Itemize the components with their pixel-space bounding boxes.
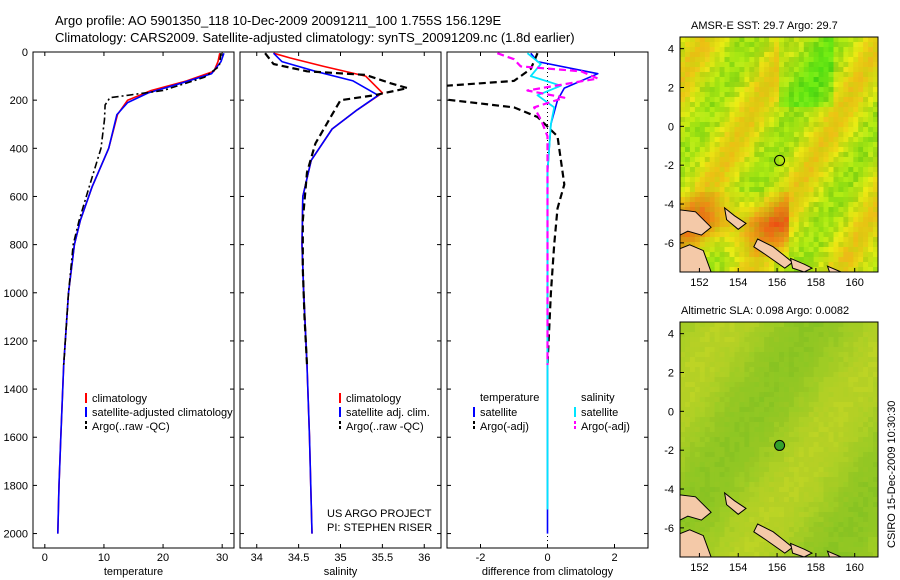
map-x-tick-label: 160 (846, 562, 864, 574)
header-title-line2: Climatology: CARS2009. Satellite-adjuste… (55, 30, 575, 45)
map-y-tick-label: -2 (664, 160, 674, 172)
legend-temperature-title: temperature (480, 392, 539, 404)
land-mass (680, 494, 712, 521)
sst-map-panel: 152 154 156 158 160 4 2 0 -2 -4 -6 (664, 36, 879, 289)
x-axis-label: salinity (324, 566, 358, 578)
y-tick-label: 1200 (4, 336, 28, 348)
x-tick-label: -2 (476, 552, 486, 564)
plot-frame (239, 51, 442, 549)
series-line-satellite-adjusted-climatology (57, 52, 225, 534)
legend-climatology-label: climatology (346, 393, 402, 405)
map-x-tick-label: 156 (768, 277, 786, 289)
legend-satellite-label: satellite-adjusted climatology (92, 407, 233, 419)
timestamp-label: CSIRO 15-Dec-2009 10:30:30 (886, 400, 898, 548)
pi-label: PI: STEPHEN RISER (327, 522, 432, 534)
map-frame (679, 321, 879, 558)
x-tick-label: 36 (418, 552, 430, 564)
x-tick-label: 20 (157, 552, 169, 564)
x-tick-label: 35.5 (372, 552, 393, 564)
map-y-tick-label: 2 (668, 367, 674, 379)
x-tick-label: 0 (544, 552, 550, 564)
map-x-tick-label: 154 (729, 562, 747, 574)
y-tick-label: 200 (10, 95, 28, 107)
difference-panel: -2 0 2 difference from climatology temperatu… (446, 51, 649, 578)
map-x-tick-label: 158 (807, 562, 825, 574)
y-tick-label: 1000 (4, 288, 28, 300)
land-mass (826, 550, 842, 557)
land-mass (723, 206, 747, 230)
land-mass (826, 265, 842, 272)
y-tick-label: 400 (10, 143, 28, 155)
map-y-tick-label: -6 (664, 238, 674, 250)
map-y-tick-label: -6 (664, 523, 674, 535)
argo-location-marker (774, 439, 786, 451)
x-axis-label: difference from climatology (482, 566, 614, 578)
land-mass (753, 238, 794, 269)
map-x-tick-label: 152 (690, 277, 708, 289)
y-tick-label: 1600 (4, 432, 28, 444)
header-title-line1: Argo profile: AO 5901350_118 10-Dec-2009… (55, 13, 502, 28)
temperature-panel: 0 10 20 30 temperature 0 200 400 600 800 1000 1200 1… (4, 47, 235, 578)
argo-location-marker (774, 154, 786, 166)
x-tick-label: 34 (251, 552, 263, 564)
map-x-tick-label: 156 (768, 562, 786, 574)
land-mass (680, 529, 712, 557)
plot-frame (32, 51, 235, 549)
legend-sal-satellite-label: satellite (581, 407, 618, 419)
legend-argo-label: Argo(..raw -QC) (92, 421, 170, 433)
land-mass (723, 491, 747, 515)
legend-climatology-label: climatology (92, 393, 148, 405)
legend-temp-satellite-label: satellite (480, 407, 517, 419)
y-tick-label: 1800 (4, 480, 28, 492)
x-tick-label: 10 (98, 552, 110, 564)
salinity-panel: 34 34.5 35 35.5 36 salinity climatology satelli… (239, 51, 442, 578)
x-tick-label: 35 (334, 552, 346, 564)
map-y-tick-label: 0 (668, 406, 674, 418)
project-label: US ARGO PROJECT (327, 508, 432, 520)
map-x-tick-label: 160 (846, 277, 864, 289)
series-line-argo-raw-qc- (62, 53, 222, 366)
map-y-tick-label: 0 (668, 121, 674, 133)
sst-map-title: AMSR-E SST: 29.7 Argo: 29.7 (691, 20, 838, 32)
sla-map-panel: 152 154 156 158 160 4 2 0 -2 -4 -6 (664, 321, 879, 574)
map-field (680, 37, 878, 272)
legend-satellite-label: satellite adj. clim. (346, 407, 430, 419)
y-tick-label: 0 (22, 47, 28, 59)
land-mass (680, 209, 712, 236)
land-mass (753, 523, 794, 554)
map-x-tick-label: 152 (690, 562, 708, 574)
y-tick-label: 800 (10, 240, 28, 252)
y-tick-label: 600 (10, 191, 28, 203)
series-line-argo-raw-qc- (264, 52, 409, 366)
map-frame (679, 36, 879, 273)
x-tick-label: 0 (42, 552, 48, 564)
legend-salinity-title: salinity (581, 392, 615, 404)
x-tick-label: 34.5 (288, 552, 309, 564)
map-field (680, 322, 878, 557)
map-y-tick-label: 4 (668, 329, 674, 341)
land-mass (789, 542, 814, 557)
land-mass (789, 257, 814, 272)
legend-temp-argo-label: Argo(-adj) (480, 421, 529, 433)
series-line-temperature-argo-adj- (447, 52, 566, 366)
map-x-tick-label: 158 (807, 277, 825, 289)
y-tick-label: 2000 (4, 529, 28, 541)
x-axis-label: temperature (104, 566, 163, 578)
y-tick-label: 1400 (4, 384, 28, 396)
legend-argo-label: Argo(..raw -QC) (346, 421, 424, 433)
x-tick-label: 30 (216, 552, 228, 564)
map-x-tick-label: 154 (729, 277, 747, 289)
x-tick-label: 2 (611, 552, 617, 564)
map-y-tick-label: -4 (664, 484, 674, 496)
map-y-tick-label: -4 (664, 199, 674, 211)
sla-map-title: Altimetric SLA: 0.098 Argo: 0.0082 (681, 305, 850, 317)
land-mass (680, 244, 712, 272)
map-y-tick-label: 4 (668, 44, 674, 56)
map-y-tick-label: -2 (664, 445, 674, 457)
map-y-tick-label: 2 (668, 82, 674, 94)
legend-sal-argo-label: Argo(-adj) (581, 421, 630, 433)
series-line-salinity-argo-adj- (496, 52, 599, 365)
